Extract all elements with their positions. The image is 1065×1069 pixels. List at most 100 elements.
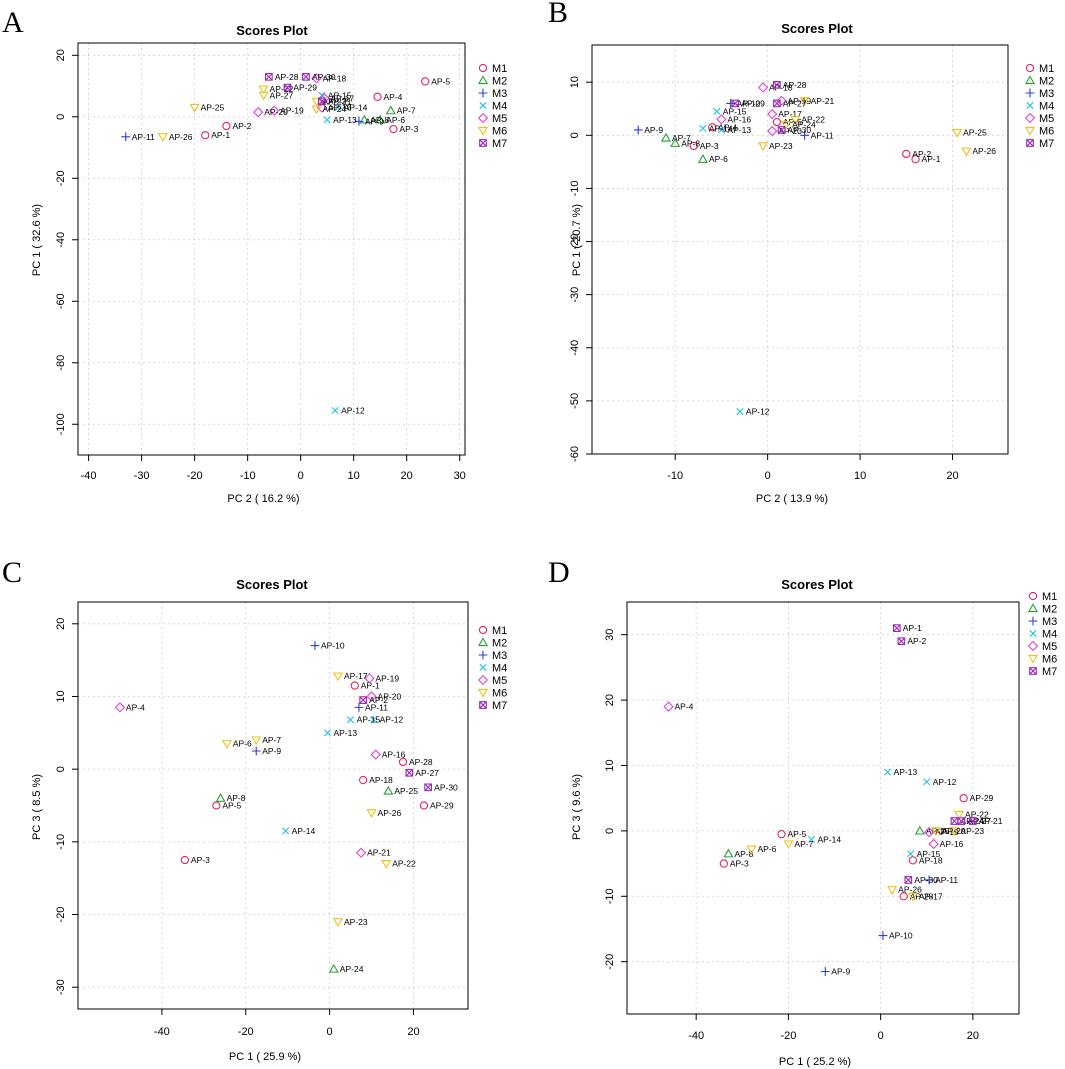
- marker-box: [904, 876, 913, 884]
- point-marker-ap-27: [957, 817, 966, 825]
- plot-title: Scores Plot: [236, 23, 308, 38]
- panel-letter: B: [548, 0, 568, 29]
- marker-cross: [773, 99, 781, 108]
- point-marker-ap-1: [350, 681, 359, 690]
- point-marker-ap-6: [697, 153, 708, 163]
- marker-cross: [969, 817, 977, 825]
- point-marker-ap-11: [354, 702, 364, 712]
- y-tick-label: 10: [55, 690, 67, 702]
- point-marker-ap-27: [773, 99, 781, 108]
- point-marker-ap-25: [914, 825, 925, 835]
- point-marker-ap-18: [359, 775, 368, 785]
- data-points: AP-1AP-2 AP-3 AP-4 AP-5 AP-6 AP-7AP-8 AP-9 AP-1…: [633, 80, 996, 417]
- y-axis-label: PC 3 ( 8.5 %): [31, 774, 43, 840]
- point-marker-ap-15: [907, 850, 915, 858]
- point-marker-ap-4: [663, 701, 674, 712]
- point-label: AP-2: [907, 636, 926, 646]
- x-tick-label: -40: [154, 1026, 170, 1038]
- point-marker-ap-28: [264, 72, 273, 81]
- point-label: AP-7: [794, 839, 813, 849]
- point-marker-ap-24: [311, 105, 322, 115]
- point-marker-ap-13: [323, 729, 332, 737]
- point-marker-ap-27: [405, 768, 414, 777]
- point-marker-ap-19: [268, 105, 280, 116]
- point-label: AP-12: [746, 407, 770, 417]
- grid: [78, 602, 468, 1009]
- point-label: AP-20: [378, 691, 402, 701]
- legend-marker: [477, 112, 489, 124]
- marker-box: [731, 99, 740, 108]
- marker-cross: [405, 769, 413, 777]
- point-marker-ap-18: [757, 82, 769, 93]
- point-label: AP-20: [942, 826, 966, 836]
- marker-box: [405, 768, 414, 777]
- legend-label: M4: [1042, 629, 1057, 641]
- point-marker-ap-15: [318, 91, 326, 99]
- legend-marker: [479, 663, 487, 672]
- point-marker-ap-19: [923, 827, 935, 838]
- y-tick-label: 0: [569, 132, 581, 138]
- point-label: AP-21: [328, 96, 352, 106]
- marker-box: [957, 817, 966, 825]
- point-marker-ap-13: [717, 126, 726, 134]
- plot-title: Scores Plot: [236, 577, 308, 592]
- point-marker-ap-9: [354, 117, 364, 126]
- y-tick-label: -10: [55, 834, 67, 850]
- point-marker-ap-5: [777, 830, 786, 839]
- point-label: AP-7: [262, 735, 281, 745]
- y-tick-label: 10: [604, 759, 616, 771]
- data-points: AP-3AP-5AP-18AP-29AP-28AP-8AP-25AP-9AP-1…: [663, 623, 1003, 976]
- y-tick-label: 10: [569, 76, 581, 88]
- point-label: AP-28: [275, 72, 299, 82]
- x-tick-label: -30: [134, 470, 150, 482]
- point-marker-ap-12: [331, 406, 339, 415]
- legend-marker: [479, 139, 487, 147]
- point-marker-ap-3: [389, 124, 398, 134]
- point-marker-ap-6: [221, 740, 232, 749]
- point-label: AP-16: [328, 103, 352, 113]
- point-label: AP-8: [681, 138, 700, 148]
- point-marker-ap-21: [355, 847, 367, 858]
- legend-label: M5: [1039, 113, 1054, 125]
- point-label: AP-30: [788, 125, 812, 135]
- legend-marker: [1028, 591, 1038, 601]
- point-label: AP-6: [233, 739, 252, 749]
- point-label: AP-13: [334, 728, 358, 738]
- legend-label: M6: [492, 126, 507, 138]
- point-label: AP-11: [365, 702, 388, 712]
- point-label: AP-29: [970, 793, 994, 803]
- y-tick-label: 0: [55, 766, 67, 772]
- point-label: AP-17: [778, 109, 802, 119]
- legend-marker: [1026, 139, 1034, 147]
- point-marker-ap-11: [924, 875, 934, 885]
- legend-label: M5: [492, 675, 507, 687]
- point-marker-ap-20: [253, 107, 264, 118]
- legend-marker: [1027, 640, 1039, 652]
- point-label: AP-21: [367, 848, 391, 858]
- panel-letter: C: [2, 556, 22, 589]
- y-tick-label: -20: [604, 954, 616, 970]
- legend-marker: [1024, 75, 1036, 85]
- legend-label: M3: [1039, 88, 1054, 100]
- point-label: AP-6: [758, 844, 777, 854]
- point-label: AP-5: [783, 117, 802, 127]
- marker-box: [359, 696, 368, 704]
- point-marker-ap-16: [928, 838, 939, 850]
- point-label: AP-29: [293, 83, 317, 93]
- point-marker-ap-16: [370, 749, 381, 760]
- point-marker-ap-29: [283, 83, 292, 92]
- point-marker-ap-2: [897, 637, 906, 646]
- point-label: AP-30: [914, 875, 938, 885]
- point-marker-ap-23: [757, 142, 769, 152]
- point-label: AP-27: [967, 816, 991, 826]
- point-label: AP-3: [399, 124, 418, 134]
- legend-label: M1: [492, 625, 507, 637]
- legend-label: M2: [492, 76, 507, 88]
- marker-cross: [479, 139, 487, 147]
- point-label: AP-9: [644, 125, 663, 135]
- legend-label: M7: [1039, 138, 1054, 150]
- point-marker-ap-17: [767, 108, 778, 120]
- x-tick-label: 10: [854, 470, 866, 482]
- marker-box: [969, 817, 977, 825]
